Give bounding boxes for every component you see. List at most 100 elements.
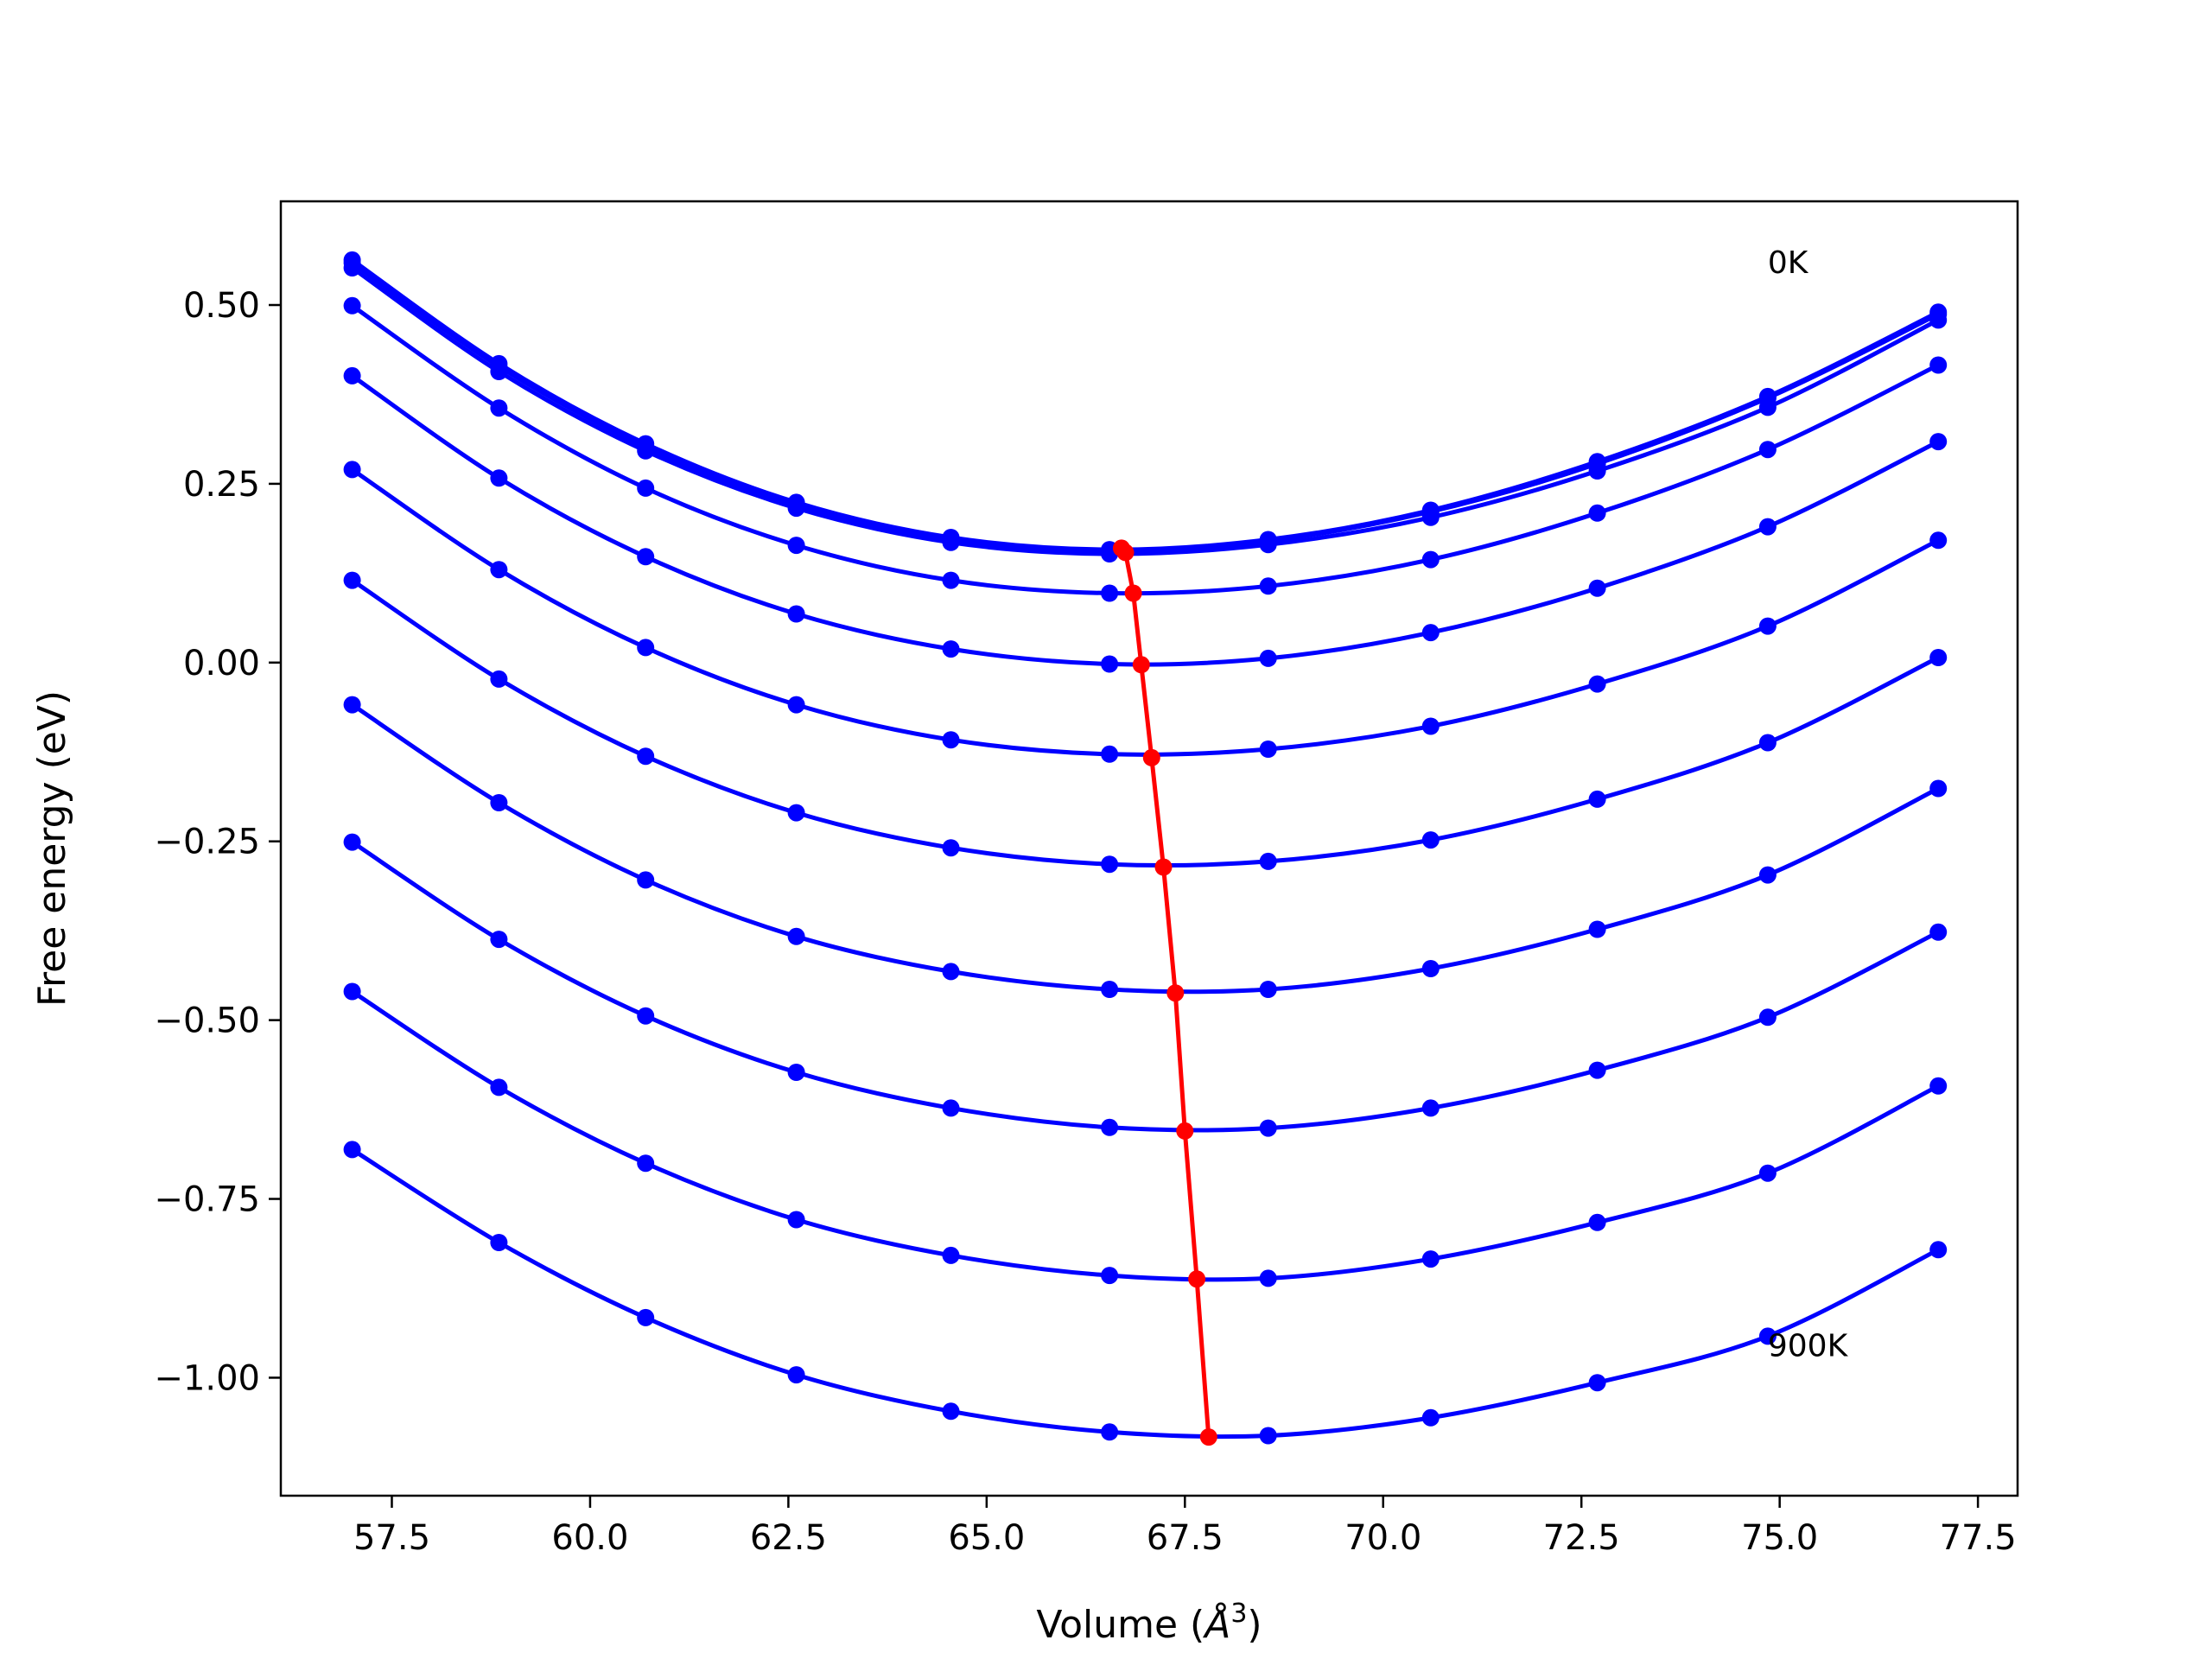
minimum-point-9 bbox=[1199, 1428, 1217, 1446]
data-point-5-0 bbox=[343, 461, 361, 479]
x-axis-label-symbol: Å bbox=[1202, 1601, 1230, 1647]
x-axis-ticks: 57.5 60.0 62.5 65.0 67.5 70.0 72.5 75.0 77.5 bbox=[353, 1496, 2017, 1558]
minimum-point-2 bbox=[1124, 584, 1142, 602]
data-point-10-5 bbox=[1101, 1423, 1119, 1441]
plot-frame bbox=[279, 200, 2019, 1497]
x-tick-label-8: 77.5 bbox=[1940, 1518, 2017, 1558]
data-point-4-1 bbox=[490, 469, 508, 487]
data-point-7-0 bbox=[343, 696, 361, 714]
data-point-10-7 bbox=[1421, 1408, 1440, 1427]
annotation-1: 900K bbox=[1768, 1329, 1849, 1364]
data-point-7-4 bbox=[942, 963, 960, 981]
data-point-6-1 bbox=[490, 670, 508, 688]
data-point-6-10 bbox=[1929, 649, 1948, 666]
data-point-2-2 bbox=[637, 442, 655, 460]
series-line-10 bbox=[351, 1147, 1940, 1440]
data-point-10-8 bbox=[1588, 1374, 1606, 1392]
data-point-2-7 bbox=[1421, 508, 1440, 526]
data-point-7-10 bbox=[1929, 779, 1948, 798]
data-point-8-10 bbox=[1929, 923, 1948, 941]
data-point-3-5 bbox=[1101, 584, 1119, 602]
data-point-5-9 bbox=[1758, 617, 1777, 635]
data-point-10-3 bbox=[787, 1366, 805, 1384]
curves-layer bbox=[351, 257, 1940, 1440]
data-point-4-0 bbox=[343, 366, 361, 385]
data-point-10-1 bbox=[490, 1234, 508, 1251]
minimum-point-8 bbox=[1188, 1270, 1206, 1288]
y-tick-label-5: −0.75 bbox=[154, 1180, 260, 1220]
y-axis-label: Free energy (eV) bbox=[30, 690, 74, 1007]
data-point-2-6 bbox=[1259, 536, 1277, 554]
x-tick-label-6: 72.5 bbox=[1543, 1518, 1620, 1558]
data-point-10-9 bbox=[1758, 1327, 1777, 1345]
y-tick-label-6: −1.00 bbox=[154, 1358, 260, 1398]
minimum-point-3 bbox=[1132, 656, 1150, 674]
data-point-8-0 bbox=[343, 833, 361, 851]
data-point-3-9 bbox=[1758, 441, 1777, 459]
data-point-9-5 bbox=[1101, 1267, 1119, 1285]
data-point-2-0 bbox=[343, 259, 361, 276]
data-point-7-8 bbox=[1588, 920, 1606, 938]
data-point-5-4 bbox=[942, 731, 960, 749]
data-point-4-6 bbox=[1259, 649, 1277, 667]
data-point-5-2 bbox=[637, 639, 655, 657]
data-point-9-3 bbox=[787, 1211, 805, 1229]
data-point-4-5 bbox=[1101, 655, 1119, 673]
data-point-9-2 bbox=[637, 1154, 655, 1173]
y-tick-label-2: 0.00 bbox=[183, 644, 260, 683]
data-point-5-1 bbox=[490, 561, 508, 579]
minimum-point-6 bbox=[1166, 984, 1185, 1002]
data-point-3-4 bbox=[942, 571, 960, 589]
data-point-5-5 bbox=[1101, 745, 1119, 763]
x-axis-label-close: ) bbox=[1247, 1603, 1262, 1647]
data-point-5-8 bbox=[1588, 675, 1606, 693]
y-axis-ticks: 0.50 0.25 0.00 −0.25 −0.50 −0.75 −1.00 bbox=[154, 286, 281, 1398]
data-point-2-9 bbox=[1758, 398, 1777, 416]
data-point-6-4 bbox=[942, 839, 960, 857]
data-point-10-10 bbox=[1929, 1241, 1948, 1259]
data-point-7-1 bbox=[490, 794, 508, 811]
x-tick-label-4: 67.5 bbox=[1147, 1518, 1224, 1558]
data-point-9-6 bbox=[1259, 1269, 1277, 1287]
data-point-8-9 bbox=[1758, 1008, 1777, 1027]
x-axis-label-text: Volume ( bbox=[1036, 1603, 1205, 1647]
data-point-9-9 bbox=[1758, 1164, 1777, 1182]
data-point-3-0 bbox=[343, 296, 361, 315]
series-line-1 bbox=[351, 261, 1940, 554]
series-line-2 bbox=[351, 265, 1940, 556]
x-tick-label-2: 62.5 bbox=[750, 1518, 827, 1558]
data-point-2-10 bbox=[1929, 311, 1948, 329]
data-point-2-3 bbox=[787, 499, 805, 518]
data-point-6-6 bbox=[1259, 852, 1277, 870]
x-tick-label-0: 57.5 bbox=[353, 1518, 430, 1558]
data-point-3-10 bbox=[1929, 356, 1948, 374]
data-point-8-5 bbox=[1101, 1118, 1119, 1136]
data-point-5-6 bbox=[1259, 741, 1277, 758]
data-point-6-5 bbox=[1101, 855, 1119, 874]
minimum-point-4 bbox=[1142, 748, 1160, 766]
x-tick-label-5: 70.0 bbox=[1344, 1518, 1421, 1558]
data-point-4-8 bbox=[1588, 579, 1606, 597]
data-point-8-4 bbox=[942, 1099, 960, 1117]
data-point-8-2 bbox=[637, 1007, 655, 1025]
data-point-10-2 bbox=[637, 1308, 655, 1326]
data-point-2-8 bbox=[1588, 462, 1606, 480]
data-point-2-1 bbox=[490, 363, 508, 380]
data-point-5-7 bbox=[1421, 717, 1440, 735]
data-point-6-0 bbox=[343, 571, 361, 589]
data-point-5-10 bbox=[1929, 531, 1948, 550]
data-point-7-5 bbox=[1101, 981, 1119, 998]
data-point-6-8 bbox=[1588, 790, 1606, 808]
data-point-8-6 bbox=[1259, 1119, 1277, 1137]
x-axis-label: Volume (Å3) bbox=[1036, 1599, 1262, 1647]
data-point-9-1 bbox=[490, 1078, 508, 1096]
series-line-7 bbox=[351, 702, 1940, 995]
data-point-9-7 bbox=[1421, 1250, 1440, 1268]
y-tick-label-4: −0.50 bbox=[154, 1001, 260, 1041]
data-point-7-7 bbox=[1421, 960, 1440, 977]
x-axis-label-exponent: 3 bbox=[1230, 1599, 1247, 1629]
x-tick-label-3: 65.0 bbox=[948, 1518, 1025, 1558]
points-layer bbox=[343, 251, 1948, 1445]
